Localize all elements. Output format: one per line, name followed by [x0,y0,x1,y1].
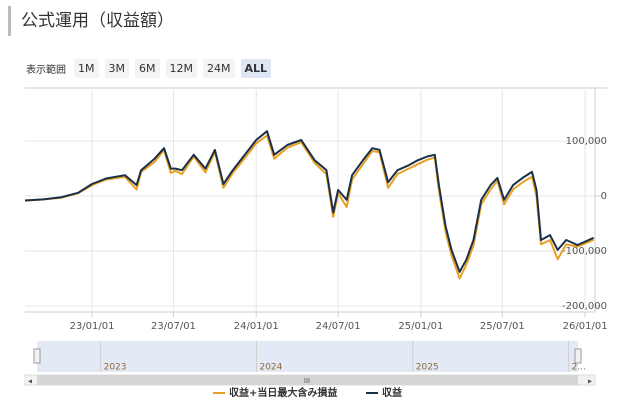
scroll-left[interactable]: ◂ [28,377,32,386]
range-button[interactable]: 1M [74,59,99,78]
y-tick-label: -200,000 [562,301,607,312]
navigator-label: 2023 [104,363,127,373]
navigator-bg [37,341,578,372]
range-button[interactable]: 3M [104,59,129,78]
series-line [24,134,595,280]
range-button[interactable]: 6M [135,59,160,78]
scrollbar-thumb[interactable] [37,375,578,385]
scroll-right[interactable]: ▸ [588,377,592,386]
x-tick-label: 25/07/01 [480,321,525,332]
range-button[interactable]: 24M [203,59,235,78]
navigator-label: 2024 [259,363,282,373]
x-tick-label: 24/01/01 [234,321,279,332]
x-tick-label: 23/01/01 [70,321,115,332]
navigator-handle[interactable] [574,348,582,364]
range-button[interactable]: ALL [240,59,272,78]
x-tick-label: 24/07/01 [316,321,361,332]
navigator-label: 2025 [416,363,439,373]
x-tick-label: 25/01/01 [398,321,443,332]
range-button[interactable]: 12M [165,59,197,78]
navigator-label: 2... [572,363,586,373]
legend-label[interactable]: 収益 [382,386,402,399]
x-tick-label: 26/01/01 [563,321,608,332]
series-line [24,130,595,273]
y-tick-label: 0 [601,191,607,202]
page-title: 公式運用（収益額） [8,6,174,36]
x-tick-label: 23/07/01 [151,321,196,332]
y-tick-label: 100,000 [566,136,607,147]
navigator-handle[interactable] [33,348,41,364]
scrollbar-grip: III [304,377,310,385]
legend-label[interactable]: 収益+当日最大含み損益 [229,386,337,399]
range-label: 表示範囲 [26,65,66,76]
y-tick-label: -100,000 [562,246,607,257]
range-selector: 表示範囲 1M 3M 6M 12M 24M ALL [26,59,277,78]
